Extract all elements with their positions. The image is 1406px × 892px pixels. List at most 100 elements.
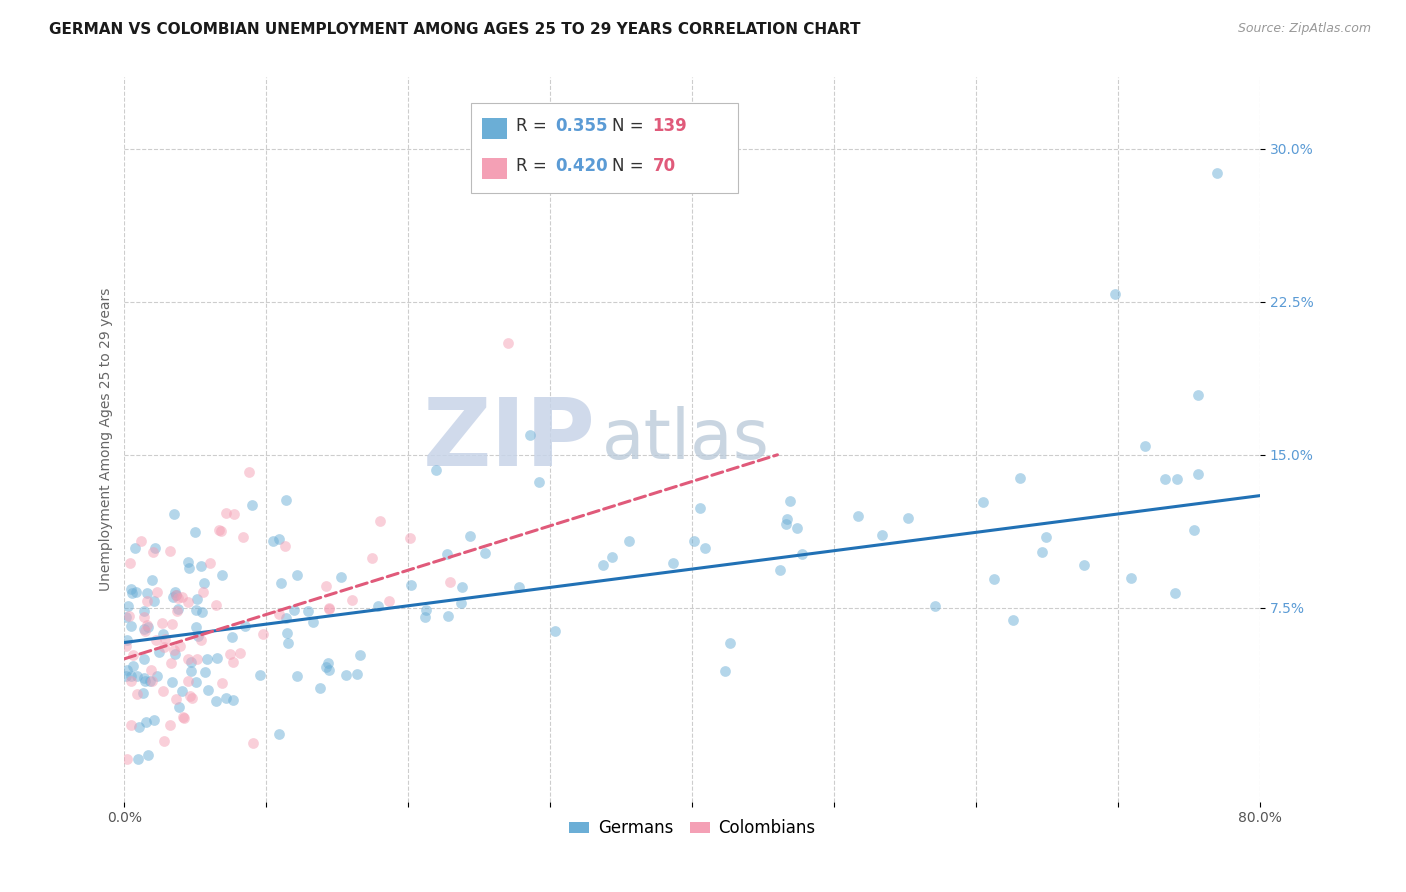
Colombians (165, 692, 187, 706)
Germans (983, 572, 1005, 586)
Germans (274, 492, 297, 507)
Germans (1166, 472, 1188, 486)
Germans (689, 500, 711, 515)
Germans (194, 665, 217, 680)
Germans (619, 534, 641, 549)
Germans (160, 674, 183, 689)
Germans (124, 585, 146, 599)
Colombians (211, 676, 233, 690)
Germans (519, 427, 541, 442)
Germans (870, 527, 893, 541)
Text: N =: N = (612, 117, 648, 135)
Germans (302, 615, 325, 630)
Colombians (228, 646, 250, 660)
Text: N =: N = (612, 157, 648, 175)
Germans (769, 563, 792, 577)
Colombians (439, 575, 461, 590)
Germans (143, 541, 166, 555)
Germans (458, 529, 481, 543)
Colombians (204, 598, 226, 612)
Germans (135, 714, 157, 729)
Germans (267, 533, 290, 547)
Colombians (221, 655, 243, 669)
Colombians (209, 524, 232, 538)
Germans (436, 547, 458, 561)
Colombians (169, 640, 191, 654)
Germans (450, 580, 472, 594)
Text: 70: 70 (652, 157, 676, 175)
Germans (508, 580, 530, 594)
Colombians (238, 466, 260, 480)
Germans (190, 559, 212, 574)
Colombians (190, 632, 212, 647)
Germans (143, 714, 166, 728)
Germans (141, 573, 163, 587)
Germans (437, 608, 460, 623)
Colombians (131, 534, 153, 549)
Germans (191, 605, 214, 619)
Germans (148, 645, 170, 659)
Germans (215, 690, 238, 705)
Germans (846, 508, 869, 523)
Germans (682, 534, 704, 549)
Germans (205, 650, 228, 665)
Text: 139: 139 (652, 117, 688, 135)
Germans (318, 663, 340, 677)
Y-axis label: Unemployment Among Ages 25 to 29 years: Unemployment Among Ages 25 to 29 years (100, 288, 114, 591)
Germans (527, 475, 550, 490)
Germans (1104, 287, 1126, 301)
Germans (776, 512, 799, 526)
Colombians (118, 608, 141, 623)
Germans (349, 648, 371, 662)
Germans (127, 752, 149, 766)
Germans (177, 555, 200, 569)
FancyBboxPatch shape (482, 119, 508, 139)
Germans (117, 599, 139, 613)
Germans (128, 720, 150, 734)
Colombians (115, 640, 138, 654)
Germans (131, 686, 153, 700)
Colombians (150, 615, 173, 630)
Colombians (378, 594, 401, 608)
Germans (316, 656, 339, 670)
Colombians (142, 544, 165, 558)
Germans (139, 673, 162, 688)
Germans (115, 610, 138, 624)
Germans (1008, 471, 1031, 485)
Germans (146, 668, 169, 682)
Germans (205, 694, 228, 708)
Colombians (179, 690, 201, 704)
Colombians (191, 584, 214, 599)
Colombians (167, 591, 190, 606)
Germans (120, 582, 142, 597)
Colombians (153, 733, 176, 747)
Germans (193, 575, 215, 590)
Colombians (120, 673, 142, 688)
Germans (134, 604, 156, 618)
Germans (1187, 467, 1209, 482)
Germans (1182, 523, 1205, 537)
Germans (450, 596, 472, 610)
Colombians (242, 736, 264, 750)
Germans (221, 630, 243, 644)
Germans (211, 568, 233, 582)
Germans (115, 632, 138, 647)
Germans (1073, 558, 1095, 573)
Colombians (274, 539, 297, 553)
Germans (136, 748, 159, 763)
Colombians (318, 601, 340, 615)
Colombians (176, 651, 198, 665)
Germans (1121, 570, 1143, 584)
Germans (309, 681, 332, 696)
Colombians (269, 607, 291, 621)
Germans (165, 584, 187, 599)
Germans (592, 558, 614, 572)
Germans (330, 570, 353, 584)
Germans (661, 556, 683, 570)
Germans (163, 507, 186, 521)
Colombians (198, 556, 221, 570)
Germans (283, 603, 305, 617)
Colombians (215, 506, 238, 520)
Germans (285, 669, 308, 683)
Germans (775, 517, 797, 532)
